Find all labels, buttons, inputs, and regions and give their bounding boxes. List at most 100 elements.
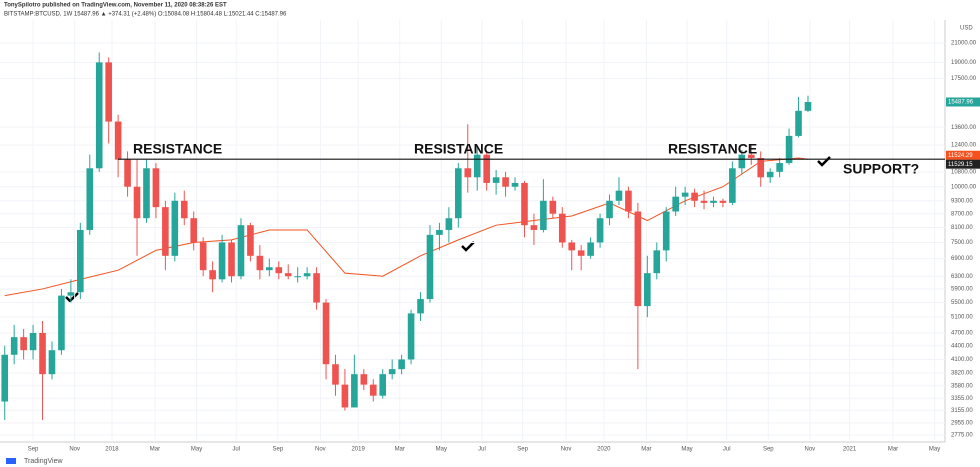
candle-body: [606, 200, 613, 219]
x-tick-label: Mar: [888, 447, 898, 453]
candle-body: [86, 168, 94, 230]
y-tick-label: 5900.00: [951, 287, 973, 293]
candle-body: [747, 154, 755, 158]
candle-body: [67, 292, 75, 296]
y-tick-label: 4400.00: [951, 343, 973, 349]
candle-body: [218, 242, 226, 280]
candle-body: [180, 200, 188, 219]
candle-body: [303, 273, 311, 277]
ma-price-tag: 11524.29: [948, 153, 973, 159]
y-tick-label: 2775.00: [951, 433, 973, 439]
ma-price-tag-bg: [946, 150, 980, 160]
candle-body: [332, 364, 339, 385]
author-line: TonySpilotro published on TradingView.co…: [4, 3, 227, 9]
candle-body: [662, 211, 670, 251]
x-tick-label: Sep: [272, 447, 283, 453]
candle-body: [388, 369, 396, 375]
candle-body: [29, 332, 37, 351]
candle-body: [58, 295, 65, 351]
last-price-tag-bg: [946, 97, 980, 107]
x-tick-label: Sep: [763, 447, 774, 453]
y-axis-label: USD: [960, 26, 973, 32]
x-tick-label: 2019: [351, 447, 365, 453]
candle-body: [20, 337, 27, 351]
x-tick-label: May: [191, 447, 202, 453]
y-tick-label: 6900.00: [951, 256, 973, 262]
candle-body: [445, 218, 453, 230]
candle-body: [691, 192, 698, 201]
candle-body: [700, 200, 708, 203]
candle-body: [511, 182, 519, 187]
candle-body: [322, 302, 330, 365]
x-tick-label: Nov: [69, 447, 80, 453]
annotation: RESISTANCE: [133, 141, 222, 157]
x-tick-label: Mar: [395, 447, 405, 453]
candle-body: [10, 337, 18, 355]
y-tick-label: 10000.00: [951, 184, 977, 190]
x-tick-label: 2018: [105, 447, 119, 453]
candle-body: [540, 200, 547, 230]
candle-body: [757, 157, 765, 178]
check-mark: [65, 292, 79, 303]
y-tick-label: 13600.00: [951, 125, 977, 131]
candle-body: [530, 225, 538, 230]
candle-body: [681, 192, 689, 197]
y-tick-label: 5100.00: [951, 315, 973, 321]
x-tick-label: Sep: [28, 447, 39, 453]
candle-body: [521, 182, 528, 226]
candle-body: [549, 200, 557, 214]
candle-body: [804, 101, 812, 111]
x-tick-label: Mar: [150, 447, 160, 453]
candle-body: [492, 177, 500, 183]
candle-body: [653, 250, 661, 274]
candle-body: [464, 168, 472, 178]
candle-body: [284, 273, 292, 277]
annotation: SUPPORT?: [843, 161, 919, 177]
candle-body: [483, 154, 490, 183]
annotation: RESISTANCE: [668, 141, 757, 157]
candle-body: [795, 110, 802, 136]
candle-body: [502, 177, 509, 187]
candle-body: [105, 62, 112, 122]
candle-body: [95, 62, 103, 169]
candle-body: [634, 211, 642, 307]
candle-body: [48, 350, 56, 375]
x-tick-label: Jul: [478, 447, 486, 453]
candle-body: [294, 276, 301, 278]
candle-body: [615, 190, 623, 201]
y-tick-label: 2955.00: [951, 420, 973, 426]
x-tick-label: May: [436, 447, 447, 453]
y-tick-label: 5500.00: [951, 300, 973, 306]
y-tick-label: 4100.00: [951, 357, 973, 363]
y-tick-label: 21000.00: [951, 41, 977, 47]
candle-body: [587, 242, 594, 256]
candle-body: [738, 154, 746, 169]
x-tick-label: 2020: [597, 447, 611, 453]
candle-body: [369, 384, 377, 396]
candle-body: [256, 255, 264, 271]
candle-body: [710, 200, 717, 203]
x-tick-label: Jul: [723, 447, 731, 453]
candle-body: [776, 163, 783, 172]
candle-body: [426, 234, 434, 300]
candle-body: [436, 229, 443, 235]
candle-body: [1, 354, 9, 402]
candle-body: [171, 200, 179, 256]
candle-body: [237, 225, 245, 277]
y-tick-label: 19000.00: [951, 60, 977, 66]
candle-body: [360, 374, 368, 385]
candle-body: [577, 250, 585, 256]
candle-body: [407, 313, 415, 360]
level-price-tag: 11529.15: [948, 162, 973, 168]
annotation: RESISTANCE: [414, 141, 503, 157]
candle-body: [596, 218, 604, 243]
candle-body: [473, 154, 481, 178]
y-tick-label: 3155.00: [951, 408, 973, 414]
candle-body: [39, 332, 46, 375]
candle-body: [124, 159, 131, 187]
candle-body: [152, 168, 160, 208]
y-tick-label: 7500.00: [951, 240, 973, 246]
candle-body: [719, 200, 727, 203]
candle-body: [275, 267, 283, 274]
